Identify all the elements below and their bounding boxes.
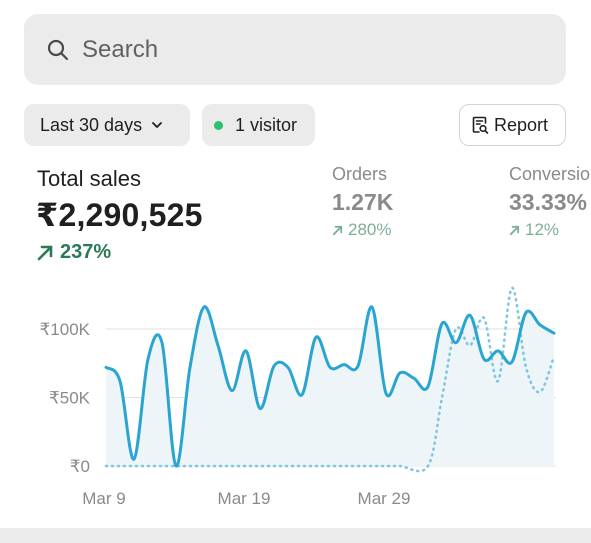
- chevron-down-icon: [152, 122, 162, 128]
- y-tick-label: ₹100K: [39, 320, 90, 339]
- conversion-metric[interactable]: Conversio 33.33% 12%: [509, 164, 590, 240]
- conversion-value: 33.33%: [509, 189, 588, 215]
- live-visitors-button[interactable]: 1 visitor: [202, 104, 315, 146]
- x-tick-label: Mar 19: [218, 489, 271, 508]
- orders-label: Orders: [332, 164, 388, 184]
- report-icon: [472, 116, 489, 134]
- conversion-change-value: 12%: [525, 220, 560, 239]
- arrow-up-right-icon: [332, 225, 343, 235]
- orders-metric[interactable]: Orders 1.27K 280%: [332, 164, 393, 240]
- date-range-button[interactable]: Last 30 days: [24, 104, 190, 146]
- arrow-up-right-icon: [509, 225, 520, 235]
- search-placeholder: Search: [82, 35, 159, 63]
- conversion-label: Conversio: [509, 164, 591, 184]
- total-sales-value: ₹2,290,525: [36, 197, 203, 233]
- total-sales-change-value: 237%: [60, 241, 112, 263]
- orders-value: 1.27K: [332, 189, 394, 215]
- y-tick-label: ₹50K: [49, 389, 91, 408]
- live-dot-icon: [214, 120, 223, 130]
- search-bar[interactable]: Search: [24, 14, 566, 85]
- sales-line-chart[interactable]: ₹100K ₹50K ₹0 Mar 9 Mar 19 Mar 29: [0, 280, 591, 520]
- current-series-line: [104, 305, 556, 468]
- date-range-label: Last 30 days: [40, 114, 143, 135]
- x-tick-label: Mar 29: [358, 489, 411, 508]
- y-tick-label: ₹0: [70, 457, 90, 476]
- report-label: Report: [494, 114, 549, 135]
- total-sales-label: Total sales: [37, 166, 141, 191]
- visitors-label: 1 visitor: [235, 114, 298, 135]
- report-button[interactable]: Report: [459, 104, 566, 146]
- arrow-up-right-icon: [37, 245, 53, 260]
- orders-change-value: 280%: [348, 220, 392, 239]
- search-icon: [47, 39, 69, 60]
- previous-series-line: [104, 286, 556, 473]
- bottom-bar: [0, 528, 591, 543]
- x-tick-label: Mar 9: [82, 489, 125, 508]
- orders-change: 280%: [332, 220, 393, 240]
- conversion-change: 12%: [509, 220, 590, 240]
- total-sales-change: 237%: [36, 241, 111, 264]
